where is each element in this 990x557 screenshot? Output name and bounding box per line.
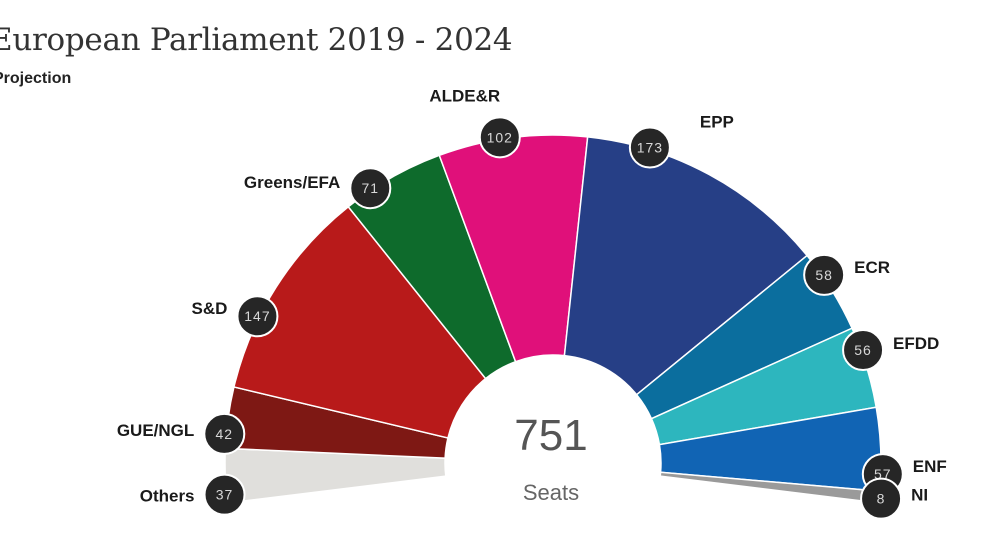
seat-count-efdd: 56: [854, 342, 872, 358]
party-label-greens-efa: Greens/EFA: [244, 173, 340, 192]
chart-title: European Parliament 2019 - 2024: [0, 22, 513, 58]
seat-badge-ni: 8: [860, 477, 903, 520]
seat-badge-greens-efa: 71: [349, 167, 392, 210]
seat-count-ecr: 58: [815, 267, 833, 283]
center-hole: [445, 355, 661, 557]
seat-badge-circle: [203, 412, 246, 455]
seat-badge-s-d: 147: [236, 295, 279, 338]
seat-badge-circle: [842, 329, 885, 372]
party-label-enf: ENF: [913, 457, 947, 476]
chart-subtitle: Projection: [0, 70, 72, 87]
total-seats-value: 751: [514, 411, 587, 460]
seat-count-greens-efa: 71: [361, 180, 379, 196]
party-label-ecr: ECR: [854, 258, 890, 277]
party-label-efdd: EFDD: [893, 334, 939, 353]
seat-badge-circle: [203, 473, 246, 516]
seat-badge-gue-ngl: 42: [203, 412, 246, 455]
seat-count-epp: 173: [637, 140, 663, 156]
total-seats-label: Seats: [523, 480, 579, 505]
seat-badge-ecr: 58: [803, 253, 846, 296]
seat-badge-circle: [860, 477, 903, 520]
seat-badge-circle: [236, 295, 279, 338]
seat-count-gue-ngl: 42: [215, 426, 233, 442]
seat-badge-circle: [628, 126, 671, 169]
seat-badge-circle: [349, 167, 392, 210]
seat-badge-circle: [803, 253, 846, 296]
party-label-epp: EPP: [700, 113, 734, 132]
seat-badge-efdd: 56: [842, 329, 885, 372]
seat-badge-epp: 173: [628, 126, 671, 169]
seat-count-others: 37: [216, 487, 234, 503]
party-label-alde-r: ALDE&R: [429, 86, 500, 105]
party-label-others: Others: [140, 487, 195, 506]
party-label-ni: NI: [911, 486, 928, 505]
seat-count-s-d: 147: [244, 308, 270, 324]
seat-badge-alde-r: 102: [478, 116, 521, 159]
seat-count-ni: 8: [877, 491, 886, 507]
party-label-s-d: S&D: [192, 299, 228, 318]
seat-count-alde-r: 102: [487, 129, 513, 145]
seat-badge-circle: [478, 116, 521, 159]
seat-badge-others: 37: [203, 473, 246, 516]
party-label-gue-ngl: GUE/NGL: [117, 421, 194, 440]
